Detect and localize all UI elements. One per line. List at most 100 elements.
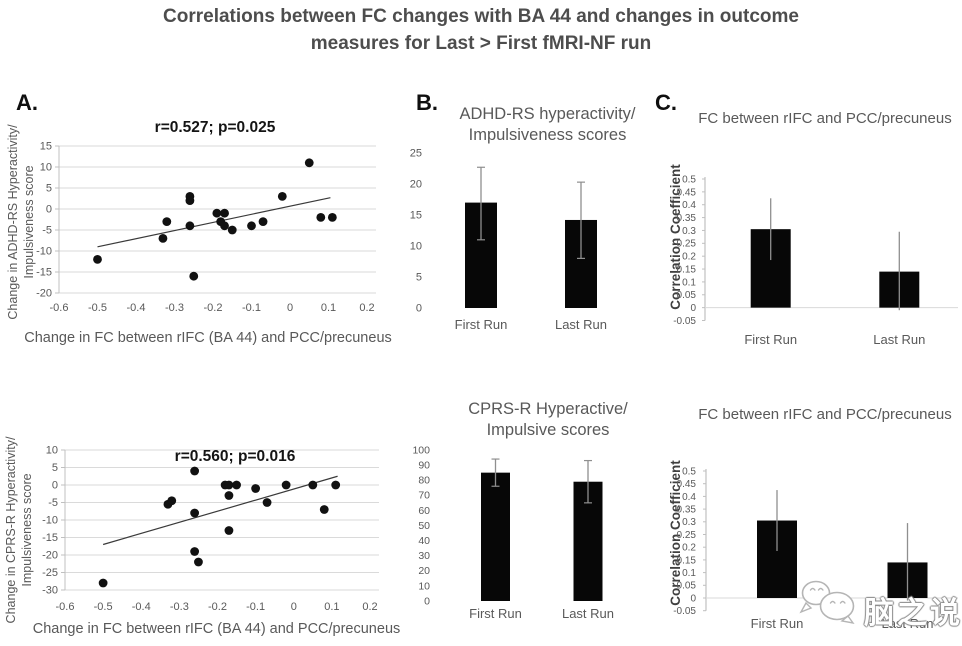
figure-title-line2: measures for Last > First fMRI-NF run xyxy=(310,33,652,54)
svg-text:40: 40 xyxy=(418,535,430,547)
chart-title: FC between rIFC and PCC/precuneus xyxy=(698,110,952,127)
svg-text:-0.5: -0.5 xyxy=(94,601,113,613)
svg-text:-15: -15 xyxy=(36,267,52,279)
svg-text:10: 10 xyxy=(40,162,52,174)
chart-title: CPRS-R Hyperactive/ Impulsive scores xyxy=(468,400,628,439)
figure-title: Correlations between FC changes with BA … xyxy=(0,3,962,57)
svg-text:50: 50 xyxy=(418,520,430,532)
chat-face-logo-icon xyxy=(799,580,855,624)
svg-text:0.1: 0.1 xyxy=(321,302,336,314)
svg-text:-25: -25 xyxy=(42,567,58,579)
svg-text:20: 20 xyxy=(418,565,430,577)
svg-text:First Run: First Run xyxy=(744,332,797,347)
svg-text:30: 30 xyxy=(418,550,430,562)
svg-text:10: 10 xyxy=(418,580,430,592)
svg-text:20: 20 xyxy=(410,178,422,190)
watermark: 脑之说 xyxy=(796,574,962,632)
svg-text:0.05: 0.05 xyxy=(677,581,697,592)
svg-text:70: 70 xyxy=(418,490,430,502)
scatter-canvas-adhd-rs: -20 -15 -10 -5 0 5 10 15 -0.6 -0.5 -0.4 -0.3 -0.2 -0.… xyxy=(36,141,376,314)
svg-text:-15: -15 xyxy=(42,532,58,544)
chart-title: ADHD-RS hyperactivity/ Impulsiveness sco… xyxy=(459,105,636,144)
svg-text:First Run: First Run xyxy=(751,616,804,631)
svg-text:0.25: 0.25 xyxy=(677,239,697,250)
svg-text:First Run: First Run xyxy=(469,606,522,621)
panel-label-b: B. xyxy=(416,90,438,115)
svg-text:0.1: 0.1 xyxy=(682,568,696,579)
svg-text:0.35: 0.35 xyxy=(677,213,697,224)
svg-text:-0.6: -0.6 xyxy=(56,601,75,613)
svg-text:0.3: 0.3 xyxy=(682,517,696,528)
svg-text:25: 25 xyxy=(410,147,422,159)
svg-text:80: 80 xyxy=(418,475,430,487)
svg-text:-5: -5 xyxy=(48,497,58,509)
svg-text:0: 0 xyxy=(46,204,52,216)
svg-text:0.2: 0.2 xyxy=(682,543,696,554)
stat-label: r=0.560; p=0.016 xyxy=(174,448,296,465)
svg-text:-0.2: -0.2 xyxy=(204,302,223,314)
svg-text:15: 15 xyxy=(40,141,52,153)
svg-text:0: 0 xyxy=(52,480,58,492)
svg-text:0: 0 xyxy=(416,302,422,314)
svg-text:-0.5: -0.5 xyxy=(88,302,107,314)
svg-text:5: 5 xyxy=(46,183,52,195)
svg-text:-0.3: -0.3 xyxy=(170,601,189,613)
svg-text:5: 5 xyxy=(52,462,58,474)
svg-text:0.05: 0.05 xyxy=(677,290,697,301)
svg-text:5: 5 xyxy=(416,271,422,283)
svg-text:-30: -30 xyxy=(42,585,58,597)
svg-text:-20: -20 xyxy=(36,288,52,300)
svg-text:-0.2: -0.2 xyxy=(208,601,227,613)
svg-text:-0.05: -0.05 xyxy=(673,316,696,327)
svg-text:-0.4: -0.4 xyxy=(127,302,146,314)
svg-text:-20: -20 xyxy=(42,550,58,562)
svg-text:0: 0 xyxy=(291,601,297,613)
svg-text:-0.1: -0.1 xyxy=(246,601,265,613)
svg-text:First Run: First Run xyxy=(455,317,508,332)
svg-text:-10: -10 xyxy=(42,515,58,527)
svg-text:90: 90 xyxy=(418,460,430,472)
svg-text:0.2: 0.2 xyxy=(359,302,374,314)
svg-text:Last Run: Last Run xyxy=(881,616,933,631)
svg-text:0.4: 0.4 xyxy=(682,200,696,211)
svg-text:0.5: 0.5 xyxy=(682,174,696,185)
svg-text:Last Run: Last Run xyxy=(555,317,607,332)
scatter-canvas-cprs-r: -30 -25 -20 -15 -10 -5 0 5 10 -0.6 -0.5 -0.4 -0.3 -0.… xyxy=(42,445,379,613)
svg-text:100: 100 xyxy=(412,444,430,456)
svg-text:-0.6: -0.6 xyxy=(50,302,69,314)
figure-title-line1: Correlations between FC changes with BA … xyxy=(163,6,799,27)
svg-text:0.45: 0.45 xyxy=(677,479,697,490)
svg-text:0.1: 0.1 xyxy=(682,277,696,288)
svg-text:60: 60 xyxy=(418,505,430,517)
panel-label-a: A. xyxy=(16,90,38,115)
svg-text:0.3: 0.3 xyxy=(682,226,696,237)
svg-text:-0.4: -0.4 xyxy=(132,601,151,613)
bar-canvas-fc-top: 0.5 0.45 0.4 0.35 0.3 0.25 0.20.15 0.1 0.05 0 -0.0… xyxy=(673,174,958,347)
svg-text:10: 10 xyxy=(410,240,422,252)
svg-text:Last Run: Last Run xyxy=(873,332,925,347)
svg-text:-0.05: -0.05 xyxy=(673,606,696,617)
svg-text:Last Run: Last Run xyxy=(562,606,614,621)
svg-text:-10: -10 xyxy=(36,246,52,258)
svg-text:-0.1: -0.1 xyxy=(242,302,261,314)
svg-text:0: 0 xyxy=(690,593,696,604)
svg-text:0.15: 0.15 xyxy=(677,555,697,566)
svg-text:-5: -5 xyxy=(42,225,52,237)
svg-text:10: 10 xyxy=(46,445,58,457)
watermark-text: 脑之说 xyxy=(864,597,962,630)
x-axis-label: Change in FC between rIFC (BA 44) and PC… xyxy=(32,621,401,637)
svg-text:0.4: 0.4 xyxy=(682,492,696,503)
svg-text:0.15: 0.15 xyxy=(677,264,697,275)
svg-text:0: 0 xyxy=(690,303,696,314)
svg-text:15: 15 xyxy=(410,209,422,221)
svg-text:0.1: 0.1 xyxy=(324,601,339,613)
svg-text:-0.3: -0.3 xyxy=(165,302,184,314)
bar-canvas-adhd-rs: 25 20 15 10 5 0 First Run Last Run xyxy=(410,147,607,332)
chart-title: FC between rIFC and PCC/precuneus xyxy=(698,406,952,423)
y-axis-label: Change in CPRS-R Hyperactivity/ Impulsiv… xyxy=(4,436,34,624)
stat-label: r=0.527; p=0.025 xyxy=(154,119,276,136)
bar-canvas-fc-bottom: 0.5 0.45 0.4 0.350.3 0.25 0.20.15 0.1 0.050 -0.0… xyxy=(673,466,958,631)
svg-text:0.5: 0.5 xyxy=(682,466,696,477)
